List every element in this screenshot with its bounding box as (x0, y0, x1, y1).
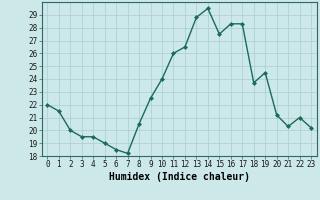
X-axis label: Humidex (Indice chaleur): Humidex (Indice chaleur) (109, 172, 250, 182)
